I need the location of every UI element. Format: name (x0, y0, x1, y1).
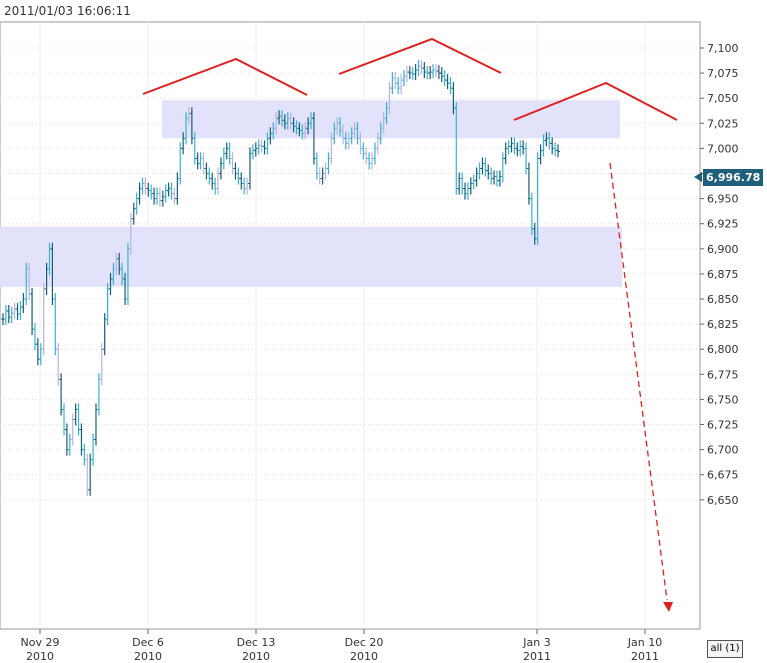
y-tick-label: 6,775 (707, 368, 739, 381)
support-resistance-zones (0, 100, 622, 287)
x-tick-label: Jan 3 (522, 636, 550, 649)
pattern-annotations (142, 37, 678, 612)
y-tick-label: 7,025 (707, 117, 739, 130)
x-tick-year: 2010 (134, 650, 162, 663)
y-tick-label: 6,900 (707, 243, 739, 256)
price-bars (1, 60, 560, 496)
x-tick-year: 2010 (242, 650, 270, 663)
price-pointer-icon (694, 172, 702, 182)
left-shoulder-annotation (142, 57, 308, 96)
y-tick-label: 7,050 (707, 92, 739, 105)
y-tick-label: 7,000 (707, 142, 739, 155)
y-tick-label: 6,850 (707, 293, 739, 306)
timestamp-label: 2011/01/03 16:06:11 (4, 4, 131, 18)
range-all-button[interactable]: all (1) (707, 640, 743, 658)
last-price-tag: 6,996.78 (703, 169, 764, 186)
x-tick-label: Jan 10 (627, 636, 662, 649)
y-tick-label: 6,700 (707, 444, 739, 457)
x-tick-year: 2011 (523, 650, 551, 663)
x-tick-label: Nov 29 (21, 636, 60, 649)
x-tick-label: Dec 20 (345, 636, 384, 649)
x-tick-label: Dec 13 (237, 636, 276, 649)
y-axis: 7,1007,0757,0507,0257,0006,9756,9506,925… (700, 42, 739, 507)
head-annotation (338, 37, 502, 75)
y-tick-label: 6,925 (707, 218, 739, 231)
projection-arrow-line (609, 162, 668, 601)
y-tick-label: 6,800 (707, 343, 739, 356)
price-zone (0, 226, 622, 287)
y-tick-label: 6,725 (707, 419, 739, 432)
y-tick-label: 6,950 (707, 193, 739, 206)
price-zone (162, 100, 620, 139)
y-tick-label: 6,650 (707, 494, 739, 507)
y-tick-label: 6,675 (707, 469, 739, 482)
x-tick-year: 2010 (26, 650, 54, 663)
y-tick-label: 7,100 (707, 42, 739, 55)
y-tick-label: 6,750 (707, 393, 739, 406)
y-tick-label: 7,075 (707, 67, 739, 80)
y-tick-label: 6,825 (707, 318, 739, 331)
x-tick-year: 2010 (350, 650, 378, 663)
right-shoulder-annotation (513, 81, 678, 121)
projection-arrowhead (663, 602, 673, 612)
x-tick-year: 2011 (631, 650, 659, 663)
y-tick-label: 6,875 (707, 268, 739, 281)
x-tick-label: Dec 6 (132, 636, 164, 649)
